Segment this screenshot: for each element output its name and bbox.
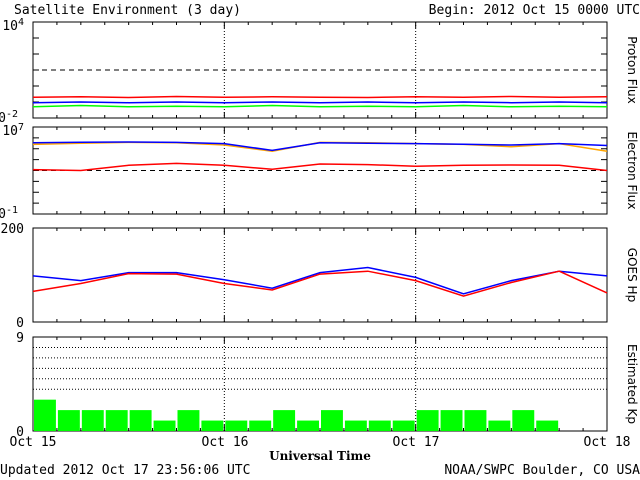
proton-y-label-top-exp: 4 — [18, 17, 24, 28]
kp-bar — [273, 410, 296, 431]
electron-y-label-top: 107 — [2, 122, 24, 139]
kp-bar — [249, 420, 272, 431]
kp-bar — [57, 410, 80, 431]
x-tick-oct-16: Oct 16 — [202, 435, 249, 450]
electron-series-red — [32, 162, 608, 172]
proton-axis-title: Proton Flux — [625, 36, 639, 103]
kp-bar — [34, 399, 56, 431]
kp-bar — [201, 420, 224, 431]
kp-bar — [368, 420, 391, 431]
kp-bar — [177, 410, 200, 431]
x-tick-oct-18: Oct 18 — [584, 435, 631, 450]
x-tick-oct-17: Oct 17 — [393, 435, 440, 450]
kp-bar — [512, 410, 535, 431]
electron-y-label-bottom-exp: -1 — [6, 205, 18, 216]
updated-time: Updated 2012 Oct 17 23:56:06 UTC — [0, 463, 250, 478]
kp-y-tick-label: 0 — [16, 425, 24, 440]
goes_hp-series-blue — [32, 266, 608, 295]
proton-y-label-top: 104 — [2, 17, 24, 34]
electron-series-blue — [32, 141, 608, 152]
kp-bar — [153, 420, 176, 431]
panel-electron: 107 10-1 Electron Flux — [0, 122, 639, 222]
kp-bar — [297, 420, 319, 431]
x-tick-oct-15: Oct 15 — [10, 435, 57, 450]
electron-axis-title: Electron Flux — [625, 132, 639, 210]
goes_hp-series-red — [32, 270, 608, 297]
electron-series-orange — [32, 141, 608, 152]
chart-title: Satellite Environment (3 day) — [14, 3, 241, 18]
panel-goes_hp: 0 200 GOES Hp — [1, 222, 639, 331]
kp-y-tick-label: 9 — [16, 331, 24, 346]
kp-bar — [488, 420, 511, 431]
kp-bar — [105, 410, 128, 431]
electron-y-label-bottom: 10-1 — [0, 205, 18, 222]
kp-bar — [392, 420, 415, 431]
begin-time: Begin: 2012 Oct 15 0000 UTC — [429, 3, 640, 18]
credit: NOAA/SWPC Boulder, CO USA — [444, 463, 640, 478]
kp-bar — [344, 420, 367, 431]
kp-bar — [321, 410, 343, 431]
x-axis-title: Universal Time — [269, 449, 371, 463]
goes_hp-axis-title: GOES Hp — [625, 248, 639, 302]
kp-bar — [464, 410, 487, 431]
proton-series-red — [32, 95, 608, 99]
kp-axis-title: Estimated Kp — [625, 344, 639, 424]
proton-y-label-bottom-exp: -2 — [6, 109, 18, 120]
kp-bar — [536, 420, 559, 431]
proton-series-green — [32, 104, 608, 108]
proton-series-blue — [32, 101, 608, 104]
kp-bar — [225, 420, 248, 431]
goes_hp-y-tick-label: 0 — [16, 316, 24, 331]
panel-kp: 0 9 Estimated Kp — [16, 331, 639, 440]
goes_hp-y-tick-label: 200 — [1, 222, 24, 237]
kp-bar — [81, 410, 104, 431]
kp-bar — [440, 410, 463, 431]
kp-bar — [416, 410, 439, 431]
kp-bar — [129, 410, 152, 431]
electron-y-label-top-exp: 7 — [18, 122, 24, 133]
